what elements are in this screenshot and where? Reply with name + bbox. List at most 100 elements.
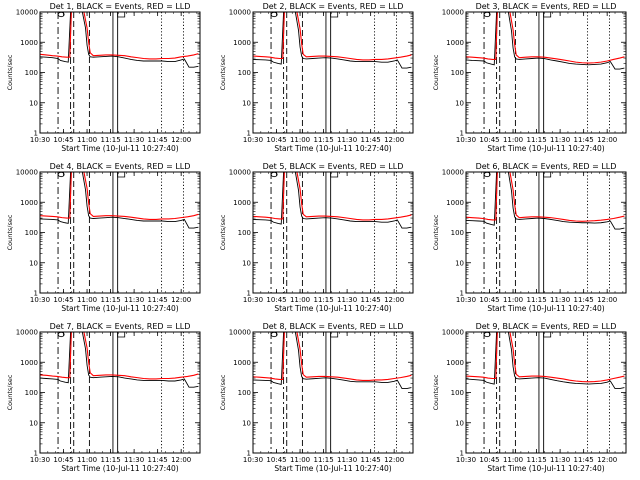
x-axis-label: Start Time (10-Jul-11 10:27:40) — [487, 304, 604, 313]
detector-panel-8: Det 8, BLACK = Events, RED = LLD Counts/s… — [219, 322, 414, 473]
x-tick-label: 11:00 — [77, 456, 97, 464]
detector-panel-1: Det 1, BLACK = Events, RED = LLD Counts/s… — [6, 2, 201, 153]
series-events — [253, 12, 412, 69]
x-tick-label: 12:00 — [171, 296, 191, 304]
y-axis-label: Counts/sec — [6, 374, 14, 410]
y-tick-label: 10000 — [16, 9, 38, 17]
x-tick-label: 11:00 — [290, 456, 310, 464]
x-tick-label: 12:00 — [171, 456, 191, 464]
open-square-marker — [330, 172, 339, 178]
y-axis-label: Counts/sec — [432, 214, 440, 250]
y-tick-label: 100 — [451, 69, 464, 77]
x-tick-label: 11:00 — [503, 296, 523, 304]
x-axis-label: Start Time (10-Jul-11 10:27:40) — [274, 144, 391, 153]
plot-frame — [465, 331, 627, 454]
panel-title: Det 9, BLACK = Events, RED = LLD — [476, 322, 617, 331]
panel-title: Det 1, BLACK = Events, RED = LLD — [50, 2, 191, 11]
x-tick-label: 10:30 — [243, 136, 263, 144]
open-square-marker — [117, 12, 126, 18]
x-tick-label: 10:30 — [456, 456, 476, 464]
y-tick-label: 10 — [455, 419, 464, 427]
x-tick-label: 10:30 — [456, 296, 476, 304]
x-tick-label: 11:15 — [526, 136, 546, 144]
x-tick-label: 11:00 — [77, 296, 97, 304]
x-tick-label: 10:30 — [243, 456, 263, 464]
series-lld — [40, 172, 199, 220]
y-tick-label: 1 — [34, 290, 38, 298]
x-tick-label: 10:45 — [479, 456, 499, 464]
y-tick-label: 1000 — [20, 39, 38, 47]
y-tick-label: 1 — [247, 130, 251, 138]
y-tick-label: 10000 — [442, 9, 464, 17]
x-tick-label: 11:30 — [337, 296, 357, 304]
panel-title: Det 4, BLACK = Events, RED = LLD — [50, 162, 191, 171]
x-tick-label: 10:30 — [30, 296, 50, 304]
y-axis-label: Counts/sec — [432, 374, 440, 410]
y-tick-label: 1000 — [446, 199, 464, 207]
series-lld — [466, 172, 625, 222]
series-events — [466, 332, 625, 390]
detector-panel-5: Det 5, BLACK = Events, RED = LLD Counts/s… — [219, 162, 414, 313]
y-tick-label: 10000 — [442, 329, 464, 337]
panel-title: Det 6, BLACK = Events, RED = LLD — [476, 162, 617, 171]
y-tick-label: 100 — [25, 229, 38, 237]
plot-frame — [39, 331, 201, 454]
detector-panel-4: Det 4, BLACK = Events, RED = LLD Counts/s… — [6, 162, 201, 313]
open-square-marker — [543, 12, 552, 18]
open-square-marker — [543, 332, 552, 338]
y-tick-label: 100 — [25, 389, 38, 397]
x-tick-label: 11:45 — [148, 456, 168, 464]
x-tick-label: 11:30 — [550, 456, 570, 464]
y-tick-label: 10000 — [442, 169, 464, 177]
y-tick-label: 100 — [451, 389, 464, 397]
x-tick-label: 12:00 — [597, 136, 617, 144]
x-axis-label: Start Time (10-Jul-11 10:27:40) — [61, 144, 178, 153]
x-tick-label: 11:00 — [290, 296, 310, 304]
y-tick-label: 10 — [242, 99, 251, 107]
series-lld — [466, 12, 625, 64]
series-events — [466, 12, 625, 70]
x-tick-label: 11:00 — [290, 136, 310, 144]
y-tick-label: 100 — [451, 229, 464, 237]
x-tick-label: 11:15 — [100, 456, 120, 464]
panel-title: Det 7, BLACK = Events, RED = LLD — [50, 322, 191, 331]
y-axis-label: Counts/sec — [6, 214, 14, 250]
panel-title: Det 2, BLACK = Events, RED = LLD — [263, 2, 404, 11]
x-axis-label: Start Time (10-Jul-11 10:27:40) — [61, 464, 178, 473]
y-tick-label: 1000 — [20, 359, 38, 367]
detector-panel-6: Det 6, BLACK = Events, RED = LLD Counts/s… — [432, 162, 627, 313]
x-tick-label: 10:45 — [266, 136, 286, 144]
series-lld — [40, 12, 199, 60]
x-tick-label: 12:00 — [384, 456, 404, 464]
y-axis-label: Counts/sec — [432, 54, 440, 90]
x-tick-label: 11:30 — [124, 456, 144, 464]
series-events — [253, 332, 412, 390]
y-tick-label: 1 — [247, 450, 251, 458]
x-axis-label: Start Time (10-Jul-11 10:27:40) — [487, 464, 604, 473]
x-tick-label: 11:30 — [550, 136, 570, 144]
y-tick-label: 1000 — [20, 199, 38, 207]
x-tick-label: 11:15 — [526, 296, 546, 304]
x-tick-label: 11:15 — [100, 296, 120, 304]
x-tick-label: 11:45 — [361, 296, 381, 304]
y-axis-label: Counts/sec — [219, 214, 227, 250]
panel-title: Det 8, BLACK = Events, RED = LLD — [263, 322, 404, 331]
y-tick-label: 10000 — [16, 329, 38, 337]
series-lld — [253, 172, 412, 221]
detector-panel-9: Det 9, BLACK = Events, RED = LLD Counts/s… — [432, 322, 627, 473]
y-tick-label: 10000 — [229, 169, 251, 177]
x-tick-label: 10:30 — [30, 136, 50, 144]
plot-frame — [252, 171, 414, 294]
y-tick-label: 10000 — [229, 329, 251, 337]
series-events — [40, 332, 199, 388]
x-axis-label: Start Time (10-Jul-11 10:27:40) — [274, 304, 391, 313]
series-events — [40, 172, 199, 229]
x-tick-label: 12:00 — [384, 136, 404, 144]
plot-frame — [252, 11, 414, 134]
y-tick-label: 10 — [242, 259, 251, 267]
x-tick-label: 12:00 — [171, 136, 191, 144]
plot-frame — [39, 171, 201, 294]
y-tick-label: 10 — [29, 419, 38, 427]
y-tick-label: 10000 — [229, 9, 251, 17]
y-tick-label: 100 — [238, 389, 251, 397]
